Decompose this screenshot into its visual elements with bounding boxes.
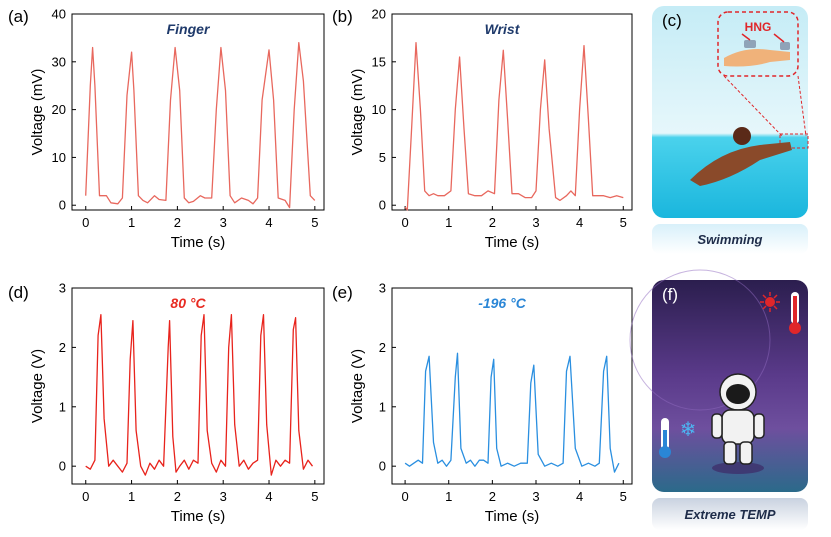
x-tick-label: 4 bbox=[576, 215, 583, 230]
x-tick-label: 1 bbox=[445, 489, 452, 504]
zoom-source-box bbox=[779, 133, 809, 149]
chart-panel-a: (a) 0 1 2 3 4 5 0 10 20 30 40 Time (s) Voltage (mV) Fi… bbox=[8, 7, 325, 251]
x-tick-label: 2 bbox=[174, 215, 181, 230]
swimmer-head bbox=[733, 127, 751, 145]
panel-label: (a) bbox=[8, 7, 29, 26]
chart-title: -196 °C bbox=[478, 295, 527, 311]
illustration-extreme-temp: (f) ❄ Extreme TEMP bbox=[629, 269, 808, 530]
x-tick-label: 1 bbox=[445, 215, 452, 230]
x-tick-label: 0 bbox=[401, 489, 408, 504]
chart-panel-b: (b) 0 1 2 3 4 5 0 5 10 15 20 Time (s) Voltage (mV) Wri… bbox=[332, 7, 633, 251]
panel-label-f: (f) bbox=[662, 285, 678, 304]
y-tick-label: 5 bbox=[379, 150, 386, 165]
callout-box bbox=[717, 11, 799, 77]
y-tick-label: 15 bbox=[372, 54, 386, 69]
y-tick-label: 0 bbox=[59, 459, 66, 474]
y-tick-label: 30 bbox=[52, 54, 66, 69]
hand-shape bbox=[724, 49, 790, 67]
hng-label: HNG bbox=[745, 20, 772, 34]
plot-frame bbox=[71, 13, 325, 211]
x-tick-label: 0 bbox=[82, 215, 89, 230]
x-tick-label: 5 bbox=[620, 489, 627, 504]
chart-title: Wrist bbox=[485, 21, 521, 37]
panel-label: (e) bbox=[332, 283, 353, 302]
chart-panel-d: (d) 0 1 2 3 4 5 0 1 2 3 Time (s) Voltage (V) 80 °C bbox=[8, 281, 325, 525]
y-tick-label: 2 bbox=[379, 340, 386, 355]
y-tick-label: 3 bbox=[59, 281, 66, 296]
x-tick-label: 4 bbox=[576, 489, 583, 504]
y-tick-label: 10 bbox=[52, 150, 66, 165]
x-tick-label: 3 bbox=[220, 489, 227, 504]
caption-swimming: Swimming bbox=[697, 232, 762, 247]
y-axis-label: Voltage (mV) bbox=[29, 69, 46, 156]
y-tick-label: 10 bbox=[372, 102, 386, 117]
x-tick-label: 3 bbox=[220, 215, 227, 230]
panel-label-c: (c) bbox=[662, 11, 682, 30]
x-axis-label: Time (s) bbox=[485, 234, 539, 251]
x-axis-label: Time (s) bbox=[171, 234, 225, 251]
plot-frame bbox=[391, 13, 633, 211]
sensor-patch bbox=[744, 40, 756, 48]
y-axis-label: Voltage (V) bbox=[29, 349, 46, 423]
y-tick-label: 20 bbox=[372, 7, 386, 22]
chart-title: 80 °C bbox=[170, 295, 206, 311]
caption-bar-f bbox=[652, 498, 808, 530]
x-tick-label: 2 bbox=[489, 489, 496, 504]
snowflake-icon: ❄ bbox=[680, 417, 697, 441]
series-line bbox=[85, 314, 314, 476]
sun-icon bbox=[760, 292, 780, 312]
x-axis-label: Time (s) bbox=[171, 508, 225, 525]
y-tick-label: 1 bbox=[59, 399, 66, 414]
y-tick-label: 1 bbox=[379, 399, 386, 414]
y-tick-label: 3 bbox=[379, 281, 386, 296]
chart-panel-e: (e) 0 1 2 3 4 5 0 1 2 3 Time (s) Voltage (V) -196 °C bbox=[332, 281, 633, 525]
x-tick-label: 1 bbox=[128, 489, 135, 504]
x-axis-label: Time (s) bbox=[485, 508, 539, 525]
zoom-lines bbox=[723, 75, 807, 137]
plot-frame bbox=[71, 287, 325, 485]
x-tick-label: 0 bbox=[401, 215, 408, 230]
hot-thermometer-icon bbox=[789, 292, 801, 334]
illustration-swimming: (c) HNG Swimming bbox=[652, 6, 809, 254]
y-axis-label: Voltage (mV) bbox=[349, 69, 366, 156]
planet-ring bbox=[629, 269, 771, 411]
x-tick-label: 4 bbox=[265, 489, 272, 504]
x-tick-label: 0 bbox=[82, 489, 89, 504]
y-tick-label: 40 bbox=[52, 7, 66, 22]
x-tick-label: 5 bbox=[620, 215, 627, 230]
y-axis-label: Voltage (V) bbox=[349, 349, 366, 423]
x-tick-label: 3 bbox=[532, 215, 539, 230]
y-tick-label: 0 bbox=[379, 198, 386, 213]
x-tick-label: 3 bbox=[532, 489, 539, 504]
x-tick-label: 5 bbox=[311, 215, 318, 230]
y-tick-label: 20 bbox=[52, 102, 66, 117]
plot-frame bbox=[391, 287, 633, 485]
chart-title: Finger bbox=[167, 21, 211, 37]
x-tick-label: 5 bbox=[311, 489, 318, 504]
x-tick-label: 4 bbox=[265, 215, 272, 230]
cold-thermometer-icon bbox=[659, 418, 671, 458]
callout-arrows bbox=[741, 33, 785, 43]
caption-bar-c bbox=[652, 224, 808, 254]
sensor-patch-wrist bbox=[780, 42, 790, 50]
series-line bbox=[404, 352, 620, 473]
panel-label: (d) bbox=[8, 283, 29, 302]
swimmer-body bbox=[690, 142, 792, 186]
x-tick-label: 2 bbox=[174, 489, 181, 504]
panel-label: (b) bbox=[332, 7, 353, 26]
series-line bbox=[404, 42, 624, 211]
y-tick-label: 2 bbox=[59, 340, 66, 355]
x-tick-label: 2 bbox=[489, 215, 496, 230]
series-line bbox=[85, 42, 316, 209]
y-tick-label: 0 bbox=[59, 198, 66, 213]
astronaut-icon bbox=[711, 373, 765, 474]
swimming-scene bbox=[652, 6, 808, 218]
caption-extreme-temp: Extreme TEMP bbox=[684, 507, 775, 522]
y-tick-label: 0 bbox=[379, 459, 386, 474]
x-tick-label: 1 bbox=[128, 215, 135, 230]
